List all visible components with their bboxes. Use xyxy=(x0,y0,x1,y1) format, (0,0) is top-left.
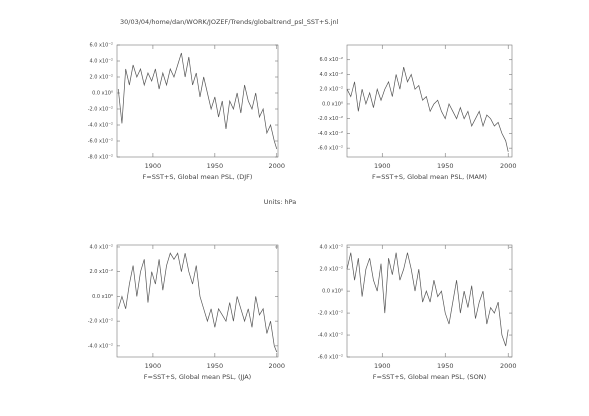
y-tick-label: 6.0 x10⁻² xyxy=(89,43,113,49)
x-tick-label: 1950 xyxy=(207,162,224,170)
x-tick-label: 2000 xyxy=(268,162,285,170)
plot-frame xyxy=(116,244,279,358)
x-tick-label: 1900 xyxy=(374,362,391,370)
data-line xyxy=(346,252,509,347)
x-tick-label: 2000 xyxy=(500,362,517,370)
x-axis-label: F=SST+S, Global mean PSL, (JJA) xyxy=(144,373,251,381)
y-tick-label: 0.0 x10⁰ xyxy=(322,101,343,107)
y-tick-label: 2.0 x10⁻² xyxy=(89,75,113,81)
plot-frame xyxy=(116,44,279,158)
data-line xyxy=(117,52,278,150)
y-tick-label: -6.0 x10⁻² xyxy=(318,146,343,152)
y-tick-label: -4.0 x10⁻² xyxy=(88,343,113,349)
y-tick-label: 4.0 x10⁻² xyxy=(89,59,113,65)
y-tick-label: 2.0 x10⁻² xyxy=(319,87,343,93)
x-axis-label: F=SST+S, Global mean PSL, (DJF) xyxy=(143,173,253,181)
y-tick-label: 0.0 x10⁰ xyxy=(92,294,113,300)
x-tick-label: 1950 xyxy=(207,362,224,370)
y-tick-label: -2.0 x10⁻² xyxy=(318,311,343,317)
plot-frame xyxy=(346,244,513,358)
plot-frame xyxy=(346,44,513,158)
x-tick-label: 1900 xyxy=(145,362,162,370)
data-line xyxy=(346,67,509,152)
y-tick-label: 0.0 x10⁰ xyxy=(92,91,113,97)
x-tick-label: 1900 xyxy=(374,162,391,170)
y-tick-label: 2.0 x10⁻² xyxy=(89,269,113,275)
x-tick-label: 1950 xyxy=(437,362,454,370)
x-tick-label: 1950 xyxy=(437,162,454,170)
header-path: 30/03/04/home/dan/WORK/JOZEF/Trends/glob… xyxy=(120,18,339,26)
y-tick-label: 4.0 x10⁻² xyxy=(319,245,343,251)
x-axis-label: F=SST+S, Global mean PSL, (SON) xyxy=(373,373,486,381)
y-tick-label: -8.0 x10⁻² xyxy=(88,155,113,161)
y-tick-label: 4.0 x10⁻² xyxy=(89,244,113,250)
y-tick-label: 6.0 x10⁻² xyxy=(319,57,343,63)
y-tick-label: -2.0 x10⁻² xyxy=(88,319,113,325)
y-tick-label: 0.0 x10⁰ xyxy=(322,289,343,295)
units-note: Units: hPa xyxy=(264,198,297,206)
y-tick-label: 4.0 x10⁻² xyxy=(319,72,343,78)
y-tick-label: -2.0 x10⁻² xyxy=(318,116,343,122)
y-tick-label: -4.0 x10⁻² xyxy=(318,131,343,137)
y-tick-label: -4.0 x10⁻² xyxy=(318,333,343,339)
x-axis-label: F=SST+S, Global mean PSL, (MAM) xyxy=(372,173,487,181)
y-tick-label: -6.0 x10⁻² xyxy=(88,139,113,145)
y-tick-label: 2.0 x10⁻² xyxy=(319,267,343,273)
y-tick-label: -6.0 x10⁻² xyxy=(318,355,343,361)
x-tick-label: 2000 xyxy=(268,362,285,370)
x-tick-label: 1900 xyxy=(145,162,162,170)
x-tick-label: 2000 xyxy=(500,162,517,170)
data-line xyxy=(117,252,278,353)
y-tick-label: -2.0 x10⁻² xyxy=(88,107,113,113)
y-tick-label: -4.0 x10⁻² xyxy=(88,123,113,129)
